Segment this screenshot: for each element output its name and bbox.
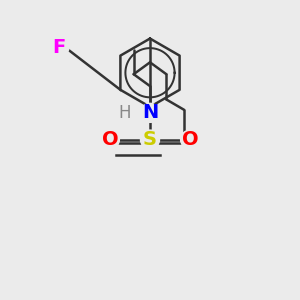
Text: O: O	[182, 130, 198, 149]
Circle shape	[115, 103, 134, 122]
Text: S: S	[143, 130, 157, 149]
Circle shape	[181, 130, 200, 149]
Text: H: H	[118, 104, 131, 122]
Circle shape	[50, 38, 69, 57]
Circle shape	[100, 130, 119, 149]
Text: N: N	[142, 103, 158, 122]
Circle shape	[140, 103, 160, 122]
Text: F: F	[53, 38, 66, 57]
Text: O: O	[102, 130, 118, 149]
Circle shape	[140, 130, 160, 149]
